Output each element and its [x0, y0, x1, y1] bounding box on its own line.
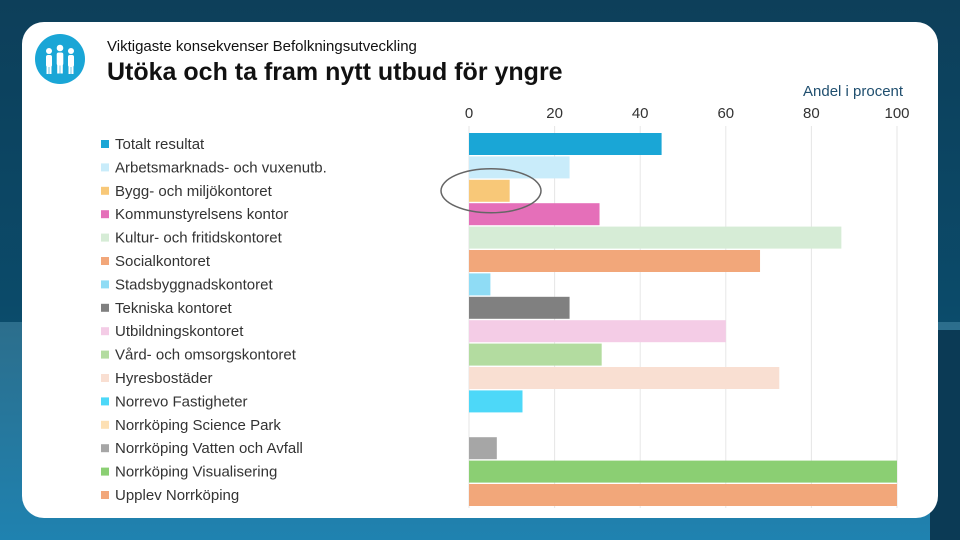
bar: [469, 133, 662, 155]
legend-swatch: [101, 186, 109, 195]
category-label: Totalt resultat: [115, 136, 205, 153]
category-label: Norrköping Visualisering: [115, 464, 277, 481]
legend-swatch: [101, 491, 109, 499]
legend-swatch: [101, 233, 109, 242]
x-tick-label: 60: [717, 105, 734, 122]
bar: [469, 179, 510, 202]
legend-swatch: [101, 327, 109, 336]
bar: [469, 320, 726, 343]
x-tick-label: 40: [632, 105, 649, 122]
category-label: Arbetsmarknads- och vuxenutb.: [115, 159, 327, 176]
category-label: Bygg- och miljökontoret: [115, 183, 273, 200]
legend-swatch: [101, 210, 109, 219]
x-tick-label: 0: [465, 105, 473, 122]
slide-title: Utöka och ta fram nytt utbud för yngre: [107, 58, 563, 86]
legend-swatch: [101, 374, 109, 382]
bar: [469, 226, 842, 249]
bar: [469, 460, 897, 483]
category-label: Norrköping Vatten och Avfall: [115, 440, 303, 457]
bar: [469, 203, 600, 226]
bar: [469, 367, 780, 389]
legend-swatch: [101, 444, 109, 453]
bar: [469, 484, 897, 506]
category-label: Norrköping Science Park: [115, 417, 281, 434]
bar: [469, 343, 602, 366]
category-label: Kommunstyrelsens kontor: [115, 206, 288, 223]
category-label: Socialkontoret: [115, 253, 211, 270]
category-legend: Totalt resultat Arbetsmarknads- och vuxen…: [101, 136, 327, 504]
slide-subtitle: Viktigaste konsekvenser Befolkningsutvec…: [107, 38, 417, 55]
category-label: Tekniska kontoret: [115, 300, 233, 317]
legend-swatch: [101, 420, 109, 429]
bars: [469, 133, 897, 506]
highlight-ellipse: [440, 168, 542, 214]
legend-swatch: [101, 257, 109, 265]
category-label: Vård- och omsorgskontoret: [115, 347, 297, 364]
bar: [469, 437, 497, 460]
bar: [469, 296, 570, 319]
legend-swatch: [101, 350, 109, 359]
x-tick-label: 100: [884, 105, 909, 122]
category-label: Hyresbostäder: [115, 370, 213, 387]
unit-label: Andel i procent: [803, 83, 904, 100]
legend-swatch: [101, 163, 109, 172]
bar: [469, 250, 761, 272]
category-label: Norrevo Fastigheter: [115, 393, 248, 410]
bar: [469, 273, 491, 296]
category-label: Utbildningskontoret: [115, 323, 244, 340]
legend-swatch: [101, 467, 109, 476]
category-label: Kultur- och fritidskontoret: [115, 230, 283, 247]
x-tick-label: 80: [803, 105, 820, 122]
category-label: Stadsbyggnadskontoret: [115, 276, 273, 293]
legend-swatch: [101, 280, 109, 289]
legend-swatch: [101, 140, 109, 148]
category-label: Upplev Norrköping: [115, 487, 239, 504]
people-group-icon: [35, 34, 85, 84]
x-axis-ticks: 0 20 40 60 80 100: [465, 105, 910, 122]
legend-swatch: [101, 303, 109, 312]
legend-swatch: [101, 397, 109, 406]
x-tick-label: 20: [546, 105, 563, 122]
bar: [469, 390, 523, 413]
bar: [469, 156, 570, 179]
